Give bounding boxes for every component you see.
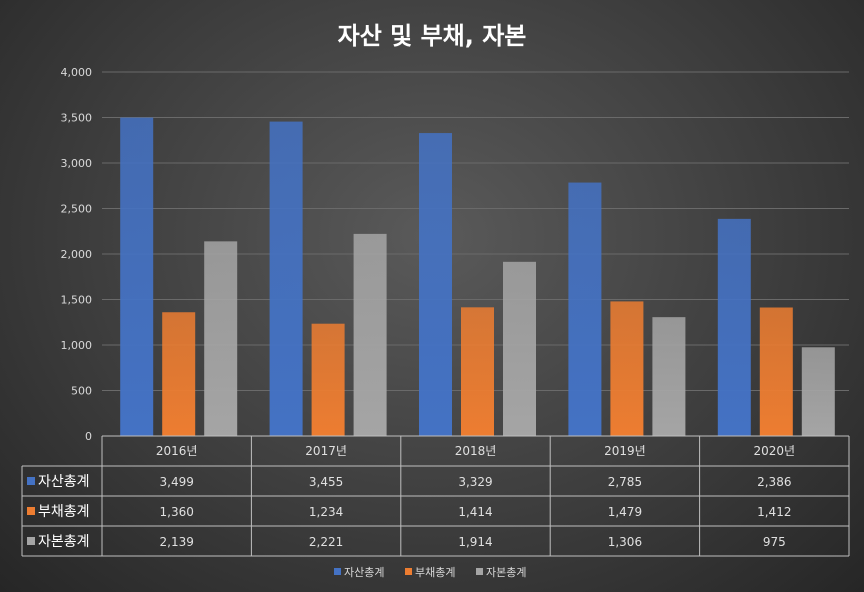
data-label: 1,914 (458, 535, 492, 549)
bar-자산총계-2020년 (717, 218, 751, 436)
row-legend-key (27, 477, 35, 485)
legend-swatch (334, 568, 341, 575)
row-label: 부채총계 (38, 504, 90, 520)
bar-자본총계-2017년 (353, 233, 387, 436)
data-label: 1,414 (458, 505, 492, 519)
data-label: 3,455 (309, 475, 343, 489)
x-tick-label: 2020년 (754, 444, 796, 458)
bars (120, 117, 835, 436)
y-tick-label: 1,000 (61, 339, 93, 352)
x-tick-label: 2019년 (604, 444, 646, 458)
data-label: 1,306 (608, 535, 642, 549)
chart-title: 자산 및 부채, 자본 (338, 22, 527, 50)
bar-자본총계-2016년 (204, 241, 238, 436)
data-label: 2,139 (160, 535, 194, 549)
bar-부채총계-2020년 (759, 307, 793, 436)
bar-자산총계-2018년 (419, 133, 452, 436)
legend-label: 자본총계 (486, 566, 526, 579)
bar-자산총계-2019년 (568, 182, 602, 436)
bar-부채총계-2018년 (461, 307, 494, 436)
row-legend-key (27, 507, 35, 515)
data-label: 2,785 (608, 475, 642, 489)
y-tick-label: 3,000 (61, 157, 93, 170)
bar-자본총계-2020년 (801, 347, 835, 436)
y-tick-label: 3,500 (61, 112, 93, 125)
bar-자본총계-2019년 (652, 317, 686, 436)
data-label: 1,479 (608, 505, 642, 519)
bar-부채총계-2016년 (162, 312, 196, 436)
y-axis: 0 500 1,000 1,500 2,000 2,500 3,000 3,500 4,000 (61, 66, 93, 443)
x-tick-label: 2016년 (156, 444, 198, 458)
row-legend-key (27, 537, 35, 545)
data-label: 2,386 (757, 475, 791, 489)
data-label: 975 (763, 535, 786, 549)
x-tick-label: 2018년 (455, 444, 497, 458)
bar-부채총계-2019년 (610, 301, 644, 436)
legend-swatch (405, 568, 412, 575)
bar-자산총계-2017년 (269, 121, 303, 436)
row-label: 자산총계 (38, 474, 90, 490)
bar-부채총계-2017년 (311, 323, 345, 436)
row-label: 자본총계 (38, 534, 90, 550)
data-label: 1,412 (757, 505, 791, 519)
data-label: 1,360 (160, 505, 194, 519)
bar-자본총계-2018년 (503, 261, 536, 436)
bar-자산총계-2016년 (120, 117, 154, 436)
data-label: 3,329 (458, 475, 492, 489)
y-tick-label: 2,000 (61, 248, 93, 261)
data-label: 1,234 (309, 505, 343, 519)
data-label: 3,499 (160, 475, 194, 489)
y-tick-label: 0 (85, 430, 92, 443)
legend-label: 자산총계 (344, 566, 384, 579)
legend: 자산총계 부채총계 자본총계 (334, 566, 526, 579)
y-tick-label: 4,000 (61, 66, 93, 79)
legend-swatch (476, 568, 483, 575)
legend-label: 부채총계 (415, 566, 455, 579)
y-tick-label: 500 (71, 385, 92, 398)
x-tick-label: 2017년 (305, 444, 347, 458)
y-tick-label: 1,500 (61, 294, 93, 307)
data-label: 2,221 (309, 535, 343, 549)
y-tick-label: 2,500 (61, 203, 93, 216)
